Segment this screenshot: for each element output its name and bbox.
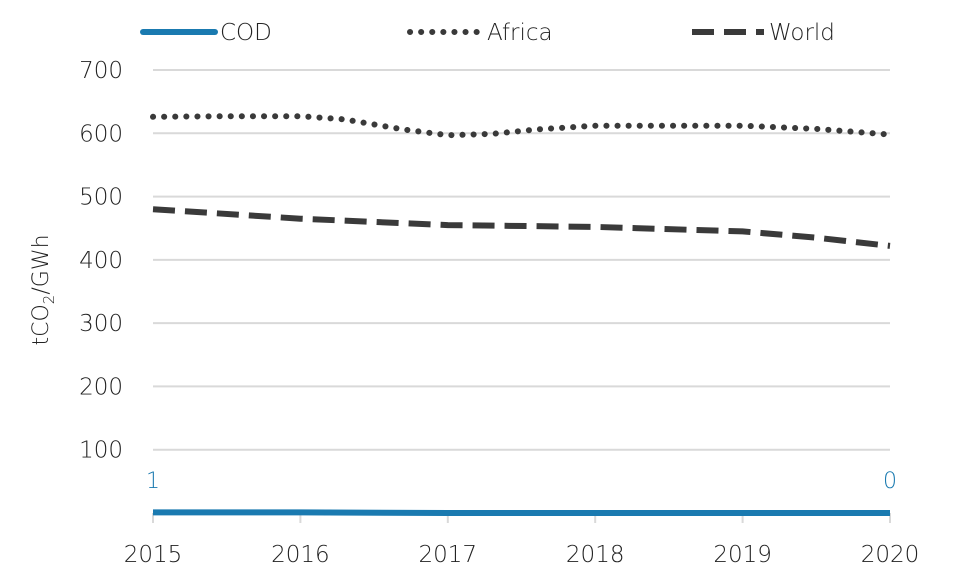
- y-axis-title: tCO2/GWh: [29, 234, 58, 345]
- y-tick-label: 600: [79, 121, 123, 147]
- data-label: 0: [883, 469, 897, 494]
- series-line-cod: [153, 509, 890, 516]
- y-tick-label: 100: [79, 438, 123, 464]
- x-tick-label: 2017: [419, 542, 478, 566]
- x-tick-label: 2016: [271, 542, 330, 566]
- y-tick-label: 400: [79, 248, 123, 274]
- legend: COD Africa World: [140, 20, 835, 46]
- legend-label-cod: COD: [220, 20, 272, 46]
- x-tick-label: 2018: [566, 542, 625, 566]
- x-tick-label: 2020: [861, 542, 920, 566]
- y-tick-label: 500: [79, 185, 123, 211]
- y-tick-label: 300: [79, 311, 123, 337]
- legend-label-africa: Africa: [487, 20, 553, 46]
- legend-label-world: World: [769, 20, 835, 46]
- y-tick-label: 200: [79, 374, 123, 400]
- x-tick-label: 2015: [124, 542, 183, 566]
- y-axis: 100 200 300 400 500 600 700: [79, 58, 123, 464]
- y-axis-title-subscript: 2: [40, 295, 58, 305]
- series: [150, 113, 893, 516]
- series-line-africa: [150, 113, 893, 139]
- x-tick-label: 2019: [713, 542, 772, 566]
- data-label: 1: [146, 469, 160, 494]
- y-tick-label: 700: [79, 58, 123, 84]
- y-axis-title-rest: /GWh: [29, 234, 54, 294]
- y-axis-title-main: tCO: [29, 304, 54, 345]
- x-axis: 2015 2016 2017 2018 2019 2020: [124, 513, 920, 566]
- series-line-world: [152, 206, 891, 249]
- gridlines: [153, 69, 890, 451]
